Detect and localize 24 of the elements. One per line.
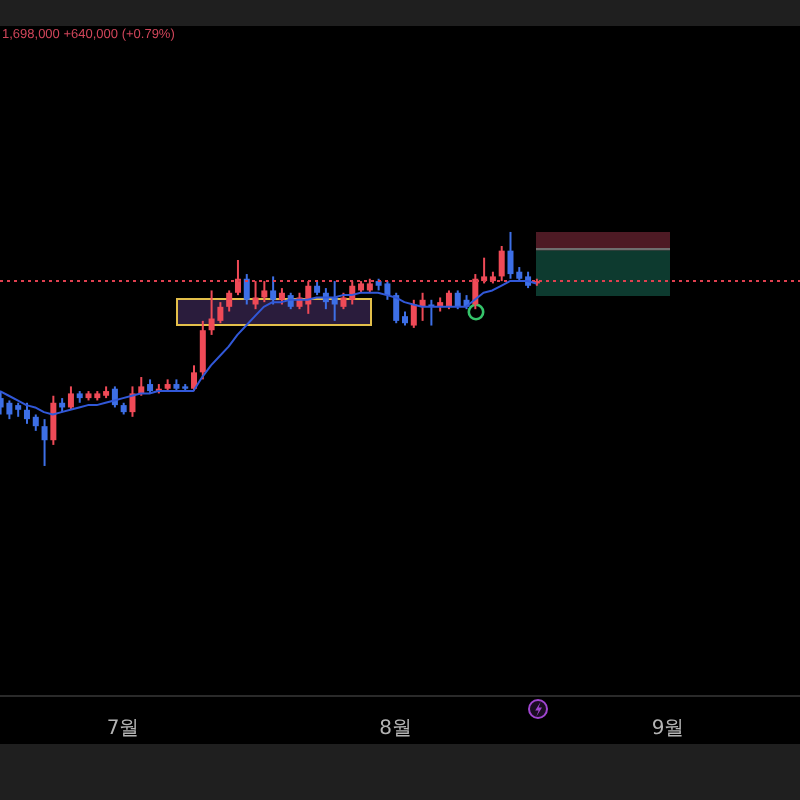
candlestick	[252, 280, 259, 311]
candlestick	[507, 230, 514, 280]
candlestick	[129, 385, 136, 418]
candlestick	[234, 259, 241, 297]
candlestick	[498, 244, 505, 283]
candlestick	[208, 289, 215, 336]
candlestick	[67, 385, 74, 411]
candlestick	[393, 291, 400, 325]
x-tick-label: 9월	[651, 718, 685, 741]
candlestick	[217, 301, 224, 325]
candlestick	[138, 376, 145, 397]
candlestick	[270, 275, 277, 306]
candlestick	[261, 280, 268, 304]
candlestick	[445, 289, 452, 311]
candlestick	[243, 273, 250, 306]
candlestick	[6, 399, 13, 421]
x-tick-label: 7월	[106, 718, 140, 741]
candlestick	[226, 289, 233, 313]
candlestick	[384, 280, 391, 301]
candlestick	[41, 418, 48, 467]
candlestick	[50, 394, 57, 446]
candlestick	[410, 298, 417, 329]
x-tick-label: 8월	[379, 718, 412, 741]
candlestick	[199, 319, 206, 381]
